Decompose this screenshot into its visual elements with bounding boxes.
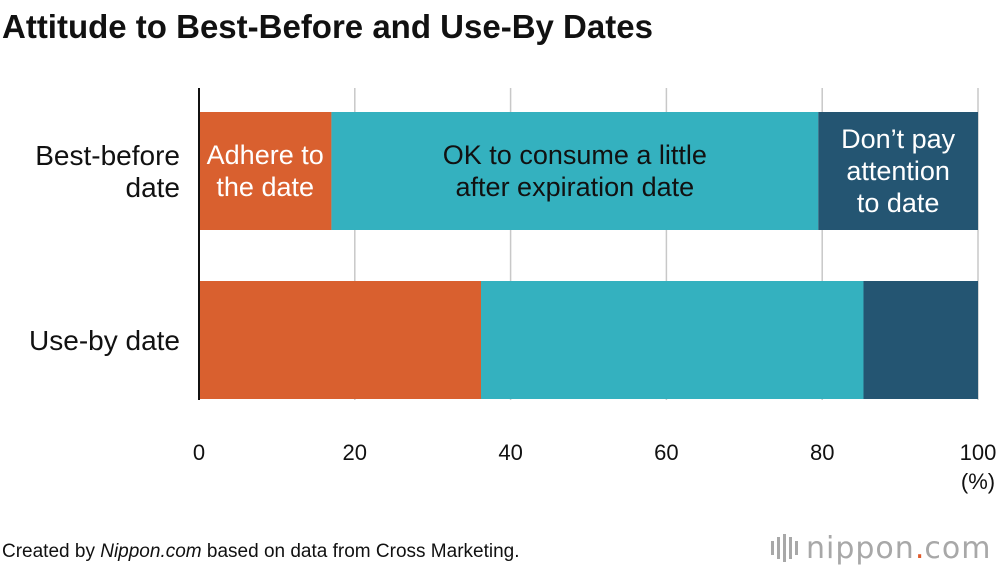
x-tick-label-60: 60 — [654, 440, 678, 465]
segment-label-1-line-1: after expiration date — [456, 172, 695, 202]
logo-tld: com — [924, 531, 991, 566]
x-axis-unit: (%) — [961, 469, 995, 494]
x-tick-label-40: 40 — [498, 440, 522, 465]
source-suffix: based on data from Cross Marketing. — [202, 541, 520, 562]
category-label-1-line-0: Use-by date — [29, 325, 180, 356]
bar-segment-0-0 — [199, 112, 332, 230]
logo-name: nippon — [806, 531, 915, 566]
bar-segment-1-2 — [863, 281, 978, 399]
category-label-0-line-0: Best-before — [35, 140, 180, 171]
source-prefix: Created by — [2, 541, 100, 562]
logo-dot: . — [915, 531, 925, 566]
source-publisher: Nippon.com — [100, 541, 201, 562]
bar-segment-1-1 — [480, 281, 864, 399]
segment-label-2-line-0: Don’t pay — [841, 124, 956, 154]
bar-segment-0-1 — [331, 112, 819, 230]
x-tick-label-0: 0 — [193, 440, 205, 465]
segment-label-2-line-2: to date — [857, 188, 940, 218]
segment-label-0-line-1: the date — [216, 172, 314, 202]
x-tick-label-100: 100 — [960, 440, 997, 465]
x-axis: 0 20 40 60 80 100 — [193, 88, 996, 465]
bar-segment-1-0 — [199, 281, 481, 399]
source-note: Created by Nippon.com based on data from… — [2, 541, 520, 562]
x-tick-label-80: 80 — [810, 440, 834, 465]
chart-title: Attitude to Best-Before and Use-By Dates — [2, 8, 653, 45]
logo-mark-icon — [771, 534, 798, 562]
nippon-logo: nippon.com — [771, 531, 991, 566]
segment-label-2-line-1: attention — [846, 156, 950, 186]
category-label-0-line-1: date — [126, 172, 181, 203]
logo-wordmark: nippon.com — [806, 531, 991, 566]
x-tick-label-20: 20 — [343, 440, 367, 465]
segment-label-0-line-0: Adhere to — [207, 140, 324, 170]
bar-segment-0-2 — [818, 112, 978, 230]
segment-label-1-line-0: OK to consume a little — [443, 140, 707, 170]
